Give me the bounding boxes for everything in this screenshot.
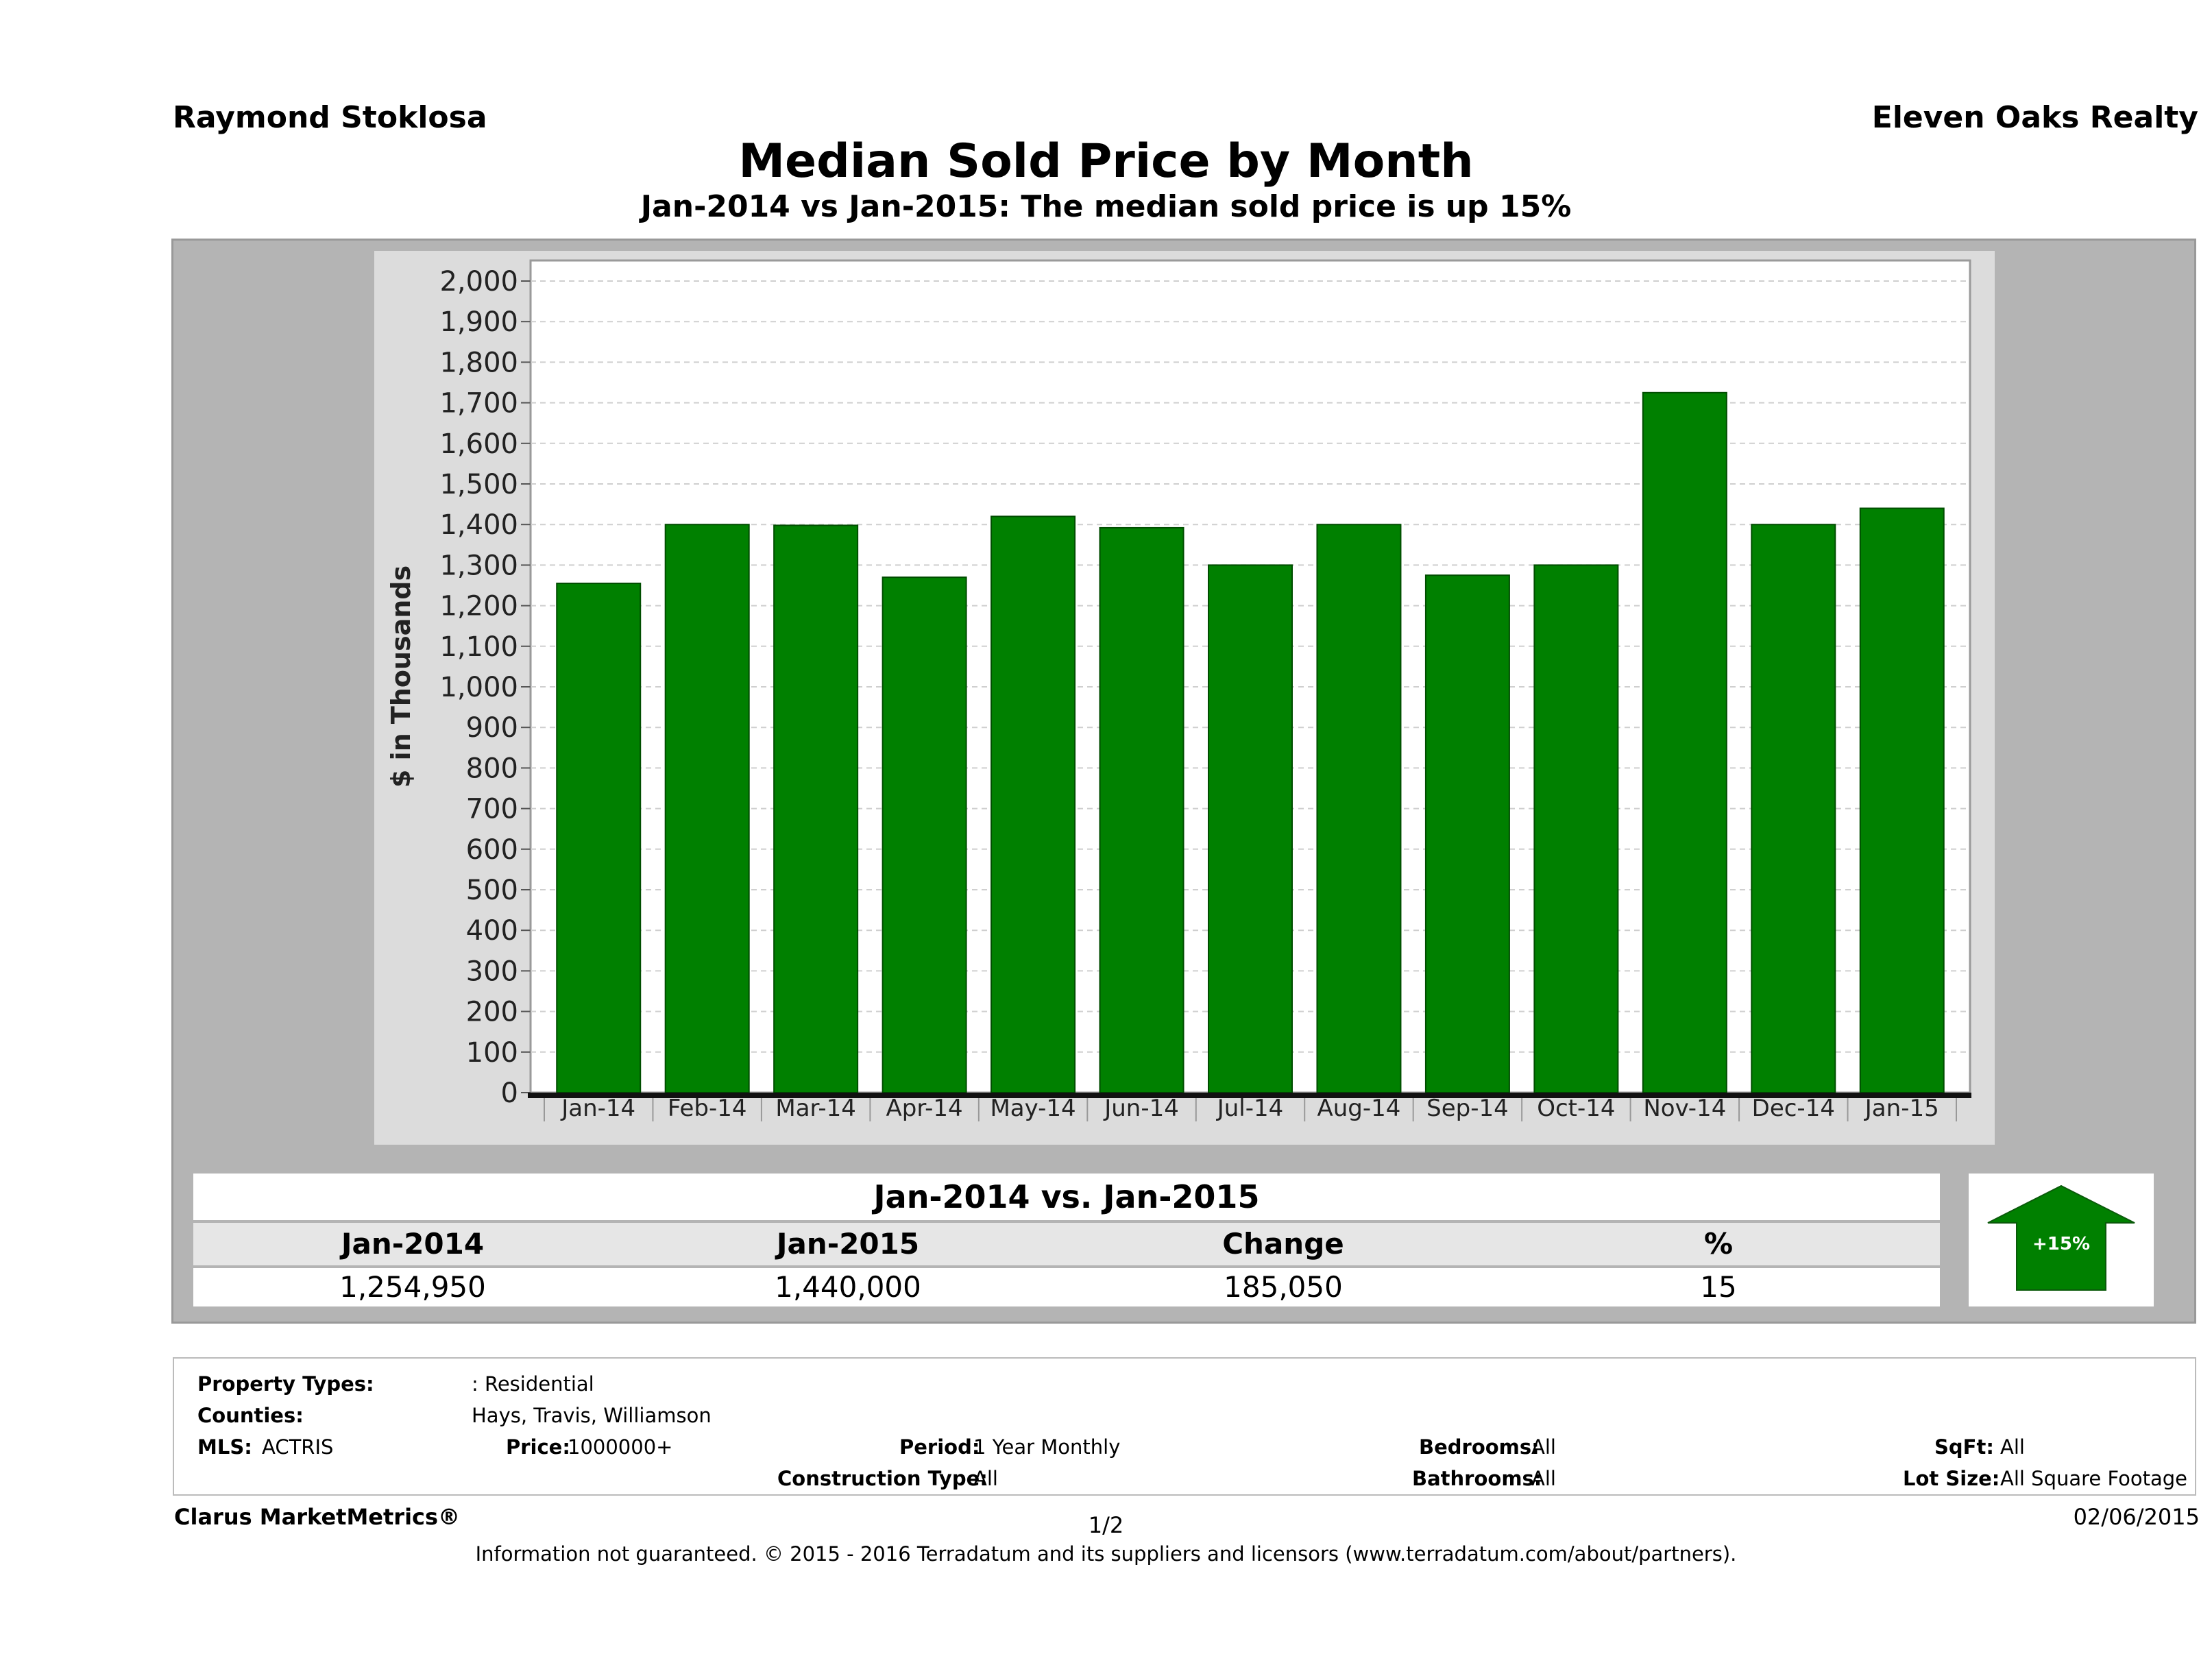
- y-tick-label: 1,900: [439, 306, 518, 338]
- bar-aug-14: [1316, 524, 1402, 1093]
- bar-jan-14: [556, 583, 642, 1094]
- sqft-value: All: [2000, 1435, 2025, 1459]
- summary-value-change: 185,050: [1224, 1270, 1343, 1304]
- y-tick-label: 1,700: [439, 388, 518, 420]
- summary-values-row: 1,254,950 1,440,000 185,050 15: [193, 1268, 1940, 1306]
- y-tick-label: 700: [466, 794, 518, 825]
- construction-type-value: All: [973, 1467, 998, 1490]
- y-tick-label: 800: [466, 753, 518, 784]
- y-tick-label: 200: [466, 997, 518, 1028]
- y-tick-label: 600: [466, 834, 518, 866]
- lot-size-label: Lot Size:: [1903, 1467, 2000, 1490]
- summary-value-jan-2014: 1,254,950: [339, 1270, 486, 1304]
- y-axis-title: $ in Thousands: [386, 566, 416, 788]
- lot-size-value: All Square Footage: [2000, 1467, 2188, 1490]
- x-tick-label: Apr-14: [886, 1095, 963, 1122]
- summary-value-jan-2015: 1,440,000: [775, 1270, 921, 1304]
- y-tick-label: 900: [466, 712, 518, 744]
- bedrooms-label: Bedrooms:: [1419, 1435, 1540, 1459]
- page-number: 1/2: [1088, 1512, 1124, 1538]
- period-value: 1 Year Monthly: [973, 1435, 1121, 1459]
- y-tick-label: 1,100: [439, 631, 518, 663]
- bar-jul-14: [1208, 564, 1293, 1093]
- x-tick-label: Jul-14: [1216, 1095, 1284, 1122]
- period-label: Period:: [899, 1435, 980, 1459]
- x-tick-label: Dec-14: [1752, 1095, 1835, 1122]
- bar-nov-14: [1642, 391, 1727, 1094]
- x-tick-label: Jan-14: [560, 1095, 635, 1122]
- y-tick-label: 1,200: [439, 591, 518, 622]
- y-tick-label: 1,600: [439, 428, 518, 460]
- x-tick-label: Mar-14: [775, 1095, 856, 1122]
- property-types-value: : Residential: [472, 1372, 594, 1396]
- sqft-label: SqFt:: [1934, 1435, 1994, 1459]
- bar-jan-15: [1859, 507, 1945, 1093]
- mls-label: MLS:: [197, 1435, 252, 1459]
- company-name: Eleven Oaks Realty: [1871, 100, 2198, 135]
- y-tick-label: 500: [466, 875, 518, 906]
- change-badge: +15%: [1969, 1174, 2154, 1306]
- y-tick-label: 2,000: [439, 266, 518, 297]
- y-tick-label: 0: [501, 1078, 518, 1109]
- bathrooms-label: Bathrooms:: [1412, 1467, 1542, 1490]
- disclaimer: Information not guaranteed. © 2015 - 201…: [475, 1542, 1737, 1566]
- counties-label: Counties:: [197, 1404, 304, 1427]
- summary-label-jan-2014: Jan-2014: [341, 1227, 485, 1261]
- summary-labels-row: Jan-2014 Jan-2015 Change %: [193, 1223, 1940, 1265]
- summary-label-jan-2015: Jan-2015: [776, 1227, 920, 1261]
- bar-may-14: [990, 515, 1076, 1093]
- x-tick-label: Sep-14: [1426, 1095, 1509, 1122]
- summary-value-percent: 15: [1700, 1270, 1737, 1304]
- y-tick-label: 400: [466, 915, 518, 947]
- change-badge-label: +15%: [2032, 1234, 2091, 1254]
- x-tick-label: Feb-14: [668, 1095, 747, 1122]
- bar-chart: 0 100 200 300 400 500 600 700 800 900 1,000 1,100 1,…: [386, 259, 1971, 1122]
- x-tick-label: Jun-14: [1103, 1095, 1179, 1122]
- price-label: Price:: [506, 1435, 570, 1459]
- x-tick-label: Jan-15: [1864, 1095, 1939, 1122]
- y-tick-label: 1,400: [439, 509, 518, 541]
- bathrooms-value: All: [1531, 1467, 1556, 1490]
- x-tick-label: May-14: [990, 1095, 1075, 1122]
- bar-jun-14: [1099, 526, 1184, 1094]
- report-date: 02/06/2015: [2073, 1504, 2200, 1530]
- construction-type-label: Construction Type:: [777, 1467, 988, 1490]
- page-title: Median Sold Price by Month: [738, 134, 1474, 189]
- x-tick-label: Oct-14: [1537, 1095, 1615, 1122]
- bar-dec-14: [1751, 524, 1836, 1093]
- x-tick-label: Nov-14: [1643, 1095, 1726, 1122]
- agent-name: Raymond Stoklosa: [173, 100, 487, 135]
- page-subtitle: Jan-2014 vs Jan-2015: The median sold pr…: [640, 189, 1572, 224]
- bar-feb-14: [664, 524, 750, 1093]
- y-tick-label: 1,000: [439, 672, 518, 703]
- bar-mar-14: [773, 524, 859, 1094]
- bar-apr-14: [882, 576, 967, 1094]
- summary-label-percent: %: [1703, 1227, 1734, 1261]
- x-tick-label: Aug-14: [1317, 1095, 1401, 1122]
- up-arrow-icon: [1987, 1184, 2135, 1291]
- y-tick-label: 100: [466, 1037, 518, 1069]
- property-types-label: Property Types:: [197, 1372, 374, 1396]
- summary-heading: Jan-2014 vs. Jan-2015: [193, 1174, 1940, 1220]
- mls-value: ACTRIS: [262, 1435, 334, 1459]
- y-tick-label: 300: [466, 956, 518, 987]
- report-filters: Property Types: : Residential Counties: …: [173, 1357, 2196, 1496]
- bar-oct-14: [1533, 564, 1619, 1093]
- counties-value: Hays, Travis, Williamson: [472, 1404, 712, 1427]
- y-tick-label: 1,500: [439, 469, 518, 500]
- price-value: 1000000+: [568, 1435, 673, 1459]
- footer-brand: Clarus MarketMetrics®: [174, 1504, 461, 1530]
- y-tick-label: 1,300: [439, 550, 518, 581]
- bedrooms-value: All: [1531, 1435, 1556, 1459]
- summary-label-change: Change: [1222, 1227, 1344, 1261]
- bar-sep-14: [1424, 574, 1510, 1093]
- y-tick-label: 1,800: [439, 347, 518, 378]
